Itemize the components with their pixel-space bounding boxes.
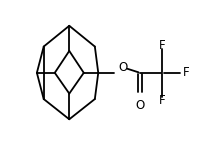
- Text: F: F: [159, 94, 165, 107]
- Text: F: F: [183, 66, 189, 79]
- Text: O: O: [118, 61, 128, 74]
- Text: F: F: [159, 39, 165, 52]
- Text: O: O: [135, 99, 145, 112]
